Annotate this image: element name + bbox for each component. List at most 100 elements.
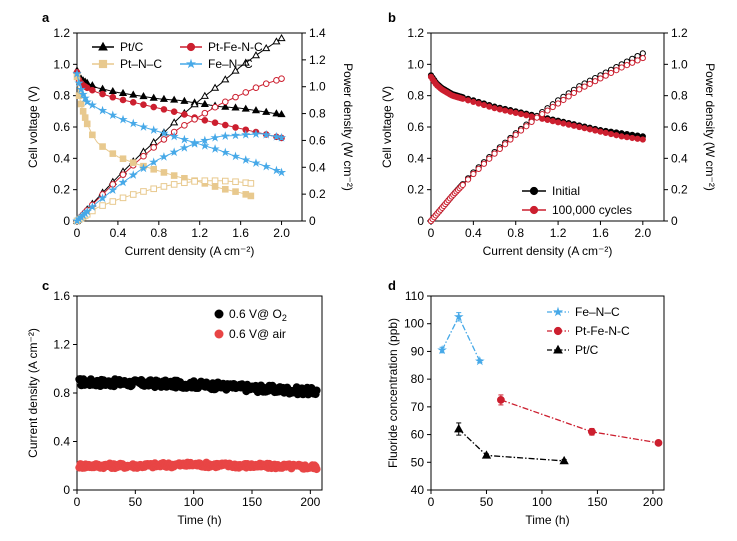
power-point <box>486 155 493 162</box>
voltage-point <box>221 102 230 110</box>
voltage-point <box>221 185 229 193</box>
power-point <box>475 165 482 173</box>
power-point <box>528 118 535 126</box>
voltage-point <box>251 158 261 167</box>
power-point <box>109 198 117 205</box>
power-point <box>221 98 229 106</box>
power-point <box>597 75 604 82</box>
power-point <box>159 152 169 161</box>
y2-tick-label: 0.2 <box>671 183 688 197</box>
panel-d: 0 50 100 150 200 40 50 60 70 80 90 100 110 Time (h) Fl… <box>386 289 665 527</box>
voltage-point <box>180 96 189 104</box>
legend-marker <box>552 306 564 317</box>
voltage-point <box>581 125 588 132</box>
y-tick-label: 1.2 <box>53 26 70 40</box>
y2-axis-label: Power density (W cm⁻²) <box>341 63 355 191</box>
voltage-point <box>128 118 138 128</box>
voltage-point <box>602 129 609 136</box>
power-point <box>623 62 631 69</box>
x-axis-label: Time (h) <box>525 513 569 527</box>
x-axis-label: Current density (A cm⁻²) <box>125 244 255 258</box>
power-point <box>149 157 159 167</box>
data-point <box>559 455 569 465</box>
voltage-point <box>586 126 593 133</box>
y2-tick-label: 0 <box>309 214 316 228</box>
y-tick-label: 1.0 <box>407 57 424 71</box>
legend-marker <box>553 344 563 354</box>
power-point <box>140 152 147 160</box>
voltage-point <box>507 108 514 115</box>
power-point <box>210 132 220 142</box>
data-point <box>437 344 447 355</box>
voltage-point <box>486 103 493 110</box>
y2-tick-label: 0.6 <box>671 120 688 134</box>
legend-label: Pt/C <box>120 40 144 54</box>
power-point <box>247 180 255 187</box>
voltage-point <box>247 192 255 200</box>
power-point <box>191 115 198 123</box>
series-0.6 V@ air <box>75 458 321 474</box>
y2-tick-label: 1.4 <box>309 26 326 40</box>
voltage-point <box>76 84 86 94</box>
x-tick-label: 0 <box>428 495 435 509</box>
y-tick-label: 1.6 <box>53 289 70 303</box>
y-axis-label: Fluoride concentration (ppb) <box>386 318 400 468</box>
x-tick-label: 50 <box>480 495 494 509</box>
power-point <box>221 75 230 83</box>
voltage-point <box>79 108 87 115</box>
voltage-point <box>108 86 117 95</box>
voltage-point <box>179 134 189 144</box>
data-point <box>587 427 596 436</box>
power-point <box>191 178 198 185</box>
panel-c: 0 50 100 150 200 0 0.4 0.8 1.2 1.6 Time (h) Current… <box>26 289 323 527</box>
voltage-point <box>77 100 85 108</box>
legend-marker <box>529 186 539 196</box>
power-point <box>581 83 588 90</box>
voltage-point <box>160 106 168 113</box>
voltage-line <box>76 73 282 173</box>
power-point <box>87 202 97 211</box>
voltage-point <box>272 109 281 117</box>
power-point <box>108 185 118 195</box>
power-point <box>570 89 578 97</box>
y-tick-label: 70 <box>411 400 425 414</box>
x-tick-label: 0.8 <box>507 226 524 240</box>
power-point <box>592 78 599 85</box>
data-point <box>474 356 485 366</box>
power-point <box>618 64 625 71</box>
power-point <box>251 129 261 138</box>
power-point <box>565 93 572 100</box>
y2-tick-label: 0.4 <box>671 151 688 165</box>
voltage-point <box>82 97 92 106</box>
x-tick-label: 100 <box>532 495 552 509</box>
series-100,000 cycles <box>427 54 646 225</box>
power-point <box>221 177 229 185</box>
voltage-point <box>277 110 286 118</box>
voltage-point <box>89 131 96 139</box>
voltage-point <box>491 105 498 112</box>
voltage-point <box>119 96 127 104</box>
y-tick-label: 1.2 <box>407 26 424 40</box>
voltage-point <box>74 78 84 88</box>
power-point <box>480 160 488 167</box>
power-point <box>491 150 498 157</box>
data-point <box>481 450 492 459</box>
voltage-point <box>517 110 525 118</box>
power-point <box>502 141 509 148</box>
y-tick-label: 80 <box>411 372 425 386</box>
voltage-point <box>99 143 106 150</box>
power-point <box>201 109 209 117</box>
voltage-point <box>211 119 219 126</box>
data-point <box>453 311 464 321</box>
y-tick-label: 0 <box>63 214 70 228</box>
x-axis-label: Time (h) <box>177 513 221 527</box>
x-tick-label: 0.4 <box>110 226 127 240</box>
voltage-point <box>81 114 89 121</box>
power-point <box>119 171 127 178</box>
x-tick-label: 100 <box>184 495 204 509</box>
voltage-point <box>201 117 209 124</box>
power-point <box>507 136 514 143</box>
panel-a: 0 0.4 0.8 1.2 1.6 2.0 0 0.2 0.4 0.6 0.8 1.0 1.2 Curre… <box>26 26 355 258</box>
power-point <box>576 86 583 93</box>
